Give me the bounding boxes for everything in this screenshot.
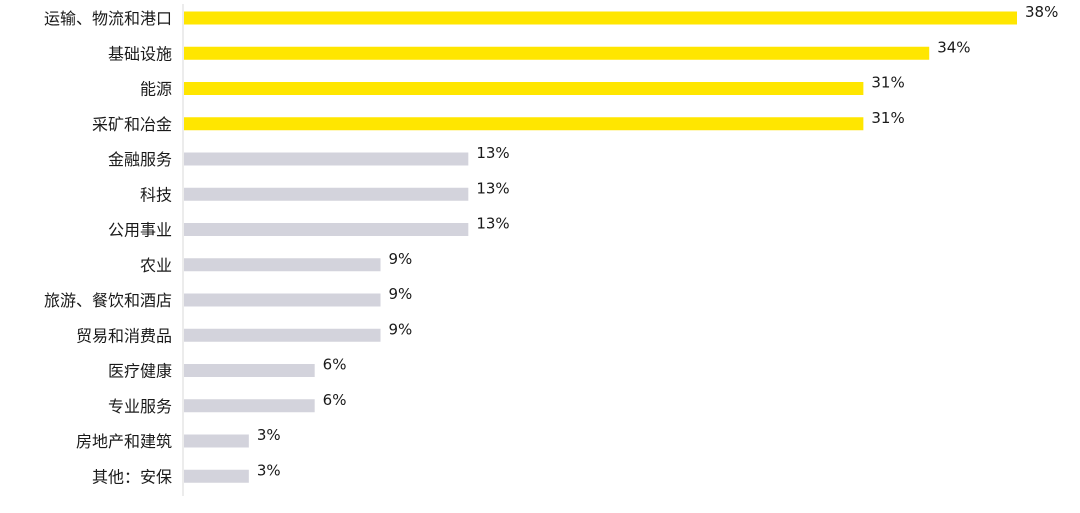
bar-13 [184, 469, 249, 483]
category-label-10: 医疗健康 [108, 362, 172, 381]
value-label-6: 13% [476, 215, 509, 233]
category-label-9: 贸易和消费品 [76, 326, 172, 345]
value-label-7: 9% [389, 250, 413, 268]
value-label-10: 6% [323, 356, 347, 374]
bar-9 [184, 328, 381, 342]
bar-1 [184, 46, 930, 60]
value-label-13: 3% [257, 461, 281, 479]
value-label-4: 13% [476, 144, 509, 162]
category-label-12: 房地产和建筑 [76, 432, 172, 451]
bar-0 [184, 11, 1017, 25]
bar-4 [184, 152, 469, 166]
value-labels-group: 38% 34% 31% 31% 13% 13% 13% 9% 9% 9% 6% 6% 3% 3% [257, 3, 1059, 479]
bar-10 [184, 364, 315, 377]
bar-7 [184, 258, 381, 272]
category-label-2: 能源 [140, 80, 172, 99]
category-label-0: 运输、物流和港口 [44, 9, 172, 28]
value-label-1: 34% [937, 38, 970, 56]
value-label-0: 38% [1025, 3, 1058, 21]
bar-12 [184, 434, 249, 448]
category-labels-group: 运输、物流和港口基础设施能源采矿和冶金金融服务科技公用事业农业旅游、餐饮和酒店贸… [44, 9, 172, 486]
category-label-5: 科技 [140, 185, 172, 204]
bar-5 [184, 187, 469, 201]
value-label-9: 9% [389, 320, 413, 338]
value-label-3: 31% [871, 109, 904, 127]
category-label-11: 专业服务 [108, 397, 172, 416]
category-label-6: 公用事业 [108, 221, 172, 240]
category-label-4: 金融服务 [108, 150, 172, 169]
bar-3 [184, 117, 864, 131]
value-label-2: 31% [871, 74, 904, 92]
value-label-11: 6% [323, 391, 347, 409]
bar-6 [184, 223, 469, 236]
bars-group [184, 11, 1017, 483]
category-label-8: 旅游、餐饮和酒店 [44, 291, 172, 310]
value-label-5: 13% [476, 179, 509, 197]
category-label-3: 采矿和冶金 [92, 115, 172, 134]
category-label-13: 其他：安保 [92, 467, 172, 486]
bar-8 [184, 293, 381, 307]
value-label-12: 3% [257, 426, 281, 444]
category-label-1: 基础设施 [108, 44, 172, 63]
bar-2 [184, 82, 864, 95]
bar-11 [184, 399, 315, 413]
value-label-8: 9% [389, 285, 413, 303]
category-label-7: 农业 [140, 256, 172, 275]
